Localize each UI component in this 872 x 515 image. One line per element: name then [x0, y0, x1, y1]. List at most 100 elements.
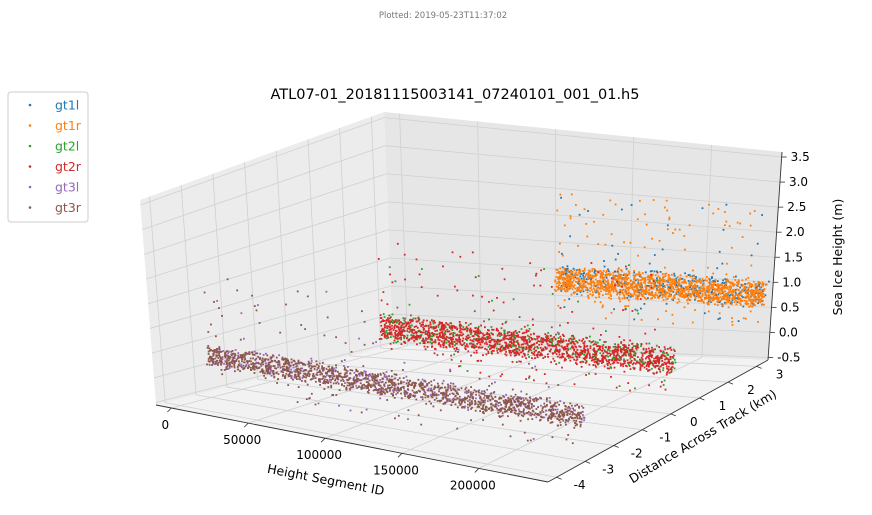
point-gt1r	[715, 292, 717, 295]
point-gt2l	[593, 355, 596, 357]
point-gt1r	[607, 285, 610, 288]
point-gt2r	[441, 324, 444, 327]
point-gt3r	[219, 361, 221, 363]
point-gt2l	[437, 326, 440, 328]
point-gt1r	[633, 293, 636, 295]
point-gt1r	[589, 270, 592, 273]
point-gt1r	[707, 287, 710, 290]
point-gt1r	[758, 295, 761, 298]
point-gt2l	[470, 342, 473, 345]
point-gt2r	[656, 365, 659, 367]
point-gt2r	[533, 342, 536, 345]
point-gt1r	[623, 279, 626, 282]
point-gt1r	[671, 313, 674, 316]
point-gt1r	[594, 278, 597, 281]
point-gt2r	[537, 340, 540, 342]
point-gt2r	[660, 381, 663, 383]
point-gt1r	[735, 299, 737, 302]
point-gt2r	[440, 340, 443, 343]
point-gt1r	[627, 270, 630, 273]
point-gt1r	[608, 289, 611, 292]
point-gt1r	[596, 284, 599, 286]
point-gt1r	[678, 228, 681, 231]
point-gt2r	[563, 353, 565, 355]
point-gt3l	[467, 409, 470, 411]
point-gt3l	[262, 354, 265, 356]
point-gt3r	[468, 401, 471, 404]
point-gt1r	[678, 279, 681, 281]
point-gt2r	[653, 372, 655, 375]
point-gt2r	[545, 382, 548, 385]
point-gt2r	[529, 348, 531, 351]
point-gt2r	[567, 353, 570, 356]
point-gt1l	[687, 280, 690, 282]
point-gt3l	[364, 370, 367, 373]
point-gt2r	[549, 341, 552, 343]
point-gt3r	[264, 377, 267, 380]
point-gt1r	[634, 286, 636, 289]
point-gt1r	[599, 286, 602, 289]
point-gt3r	[407, 388, 409, 391]
point-gt2r	[406, 337, 408, 340]
point-gt1r	[614, 284, 617, 286]
point-gt3r	[552, 415, 555, 417]
point-gt3r	[482, 419, 484, 421]
point-gt2r	[393, 321, 395, 324]
point-gt1r	[559, 267, 562, 270]
point-gt1r	[625, 292, 628, 295]
point-gt2r	[492, 328, 495, 331]
point-gt1r	[741, 236, 744, 238]
point-gt2r	[487, 338, 489, 340]
point-gt2r	[639, 298, 642, 300]
point-gt1r	[662, 299, 665, 301]
point-gt2r	[449, 370, 452, 373]
point-gt2r	[652, 280, 655, 282]
point-gt2r	[383, 320, 385, 322]
point-gt1r	[617, 280, 619, 282]
point-gt2r	[650, 273, 652, 276]
point-gt1r	[706, 285, 709, 288]
point-gt1r	[635, 289, 638, 292]
point-gt3r	[512, 397, 514, 400]
point-gt2r	[550, 334, 552, 337]
point-gt2r	[660, 356, 663, 359]
point-gt3r	[575, 420, 578, 422]
point-gt1r	[569, 217, 572, 220]
point-gt2r	[530, 351, 533, 354]
point-gt1r	[718, 289, 721, 292]
point-gt3r	[502, 399, 505, 402]
point-gt2r	[667, 365, 670, 368]
point-gt2l	[599, 352, 602, 355]
point-gt1l	[644, 271, 647, 274]
point-gt1l	[757, 298, 759, 301]
grid-z-left-3	[149, 257, 390, 329]
point-gt2l	[409, 324, 411, 327]
point-gt2r	[659, 349, 662, 352]
point-gt1r	[579, 284, 581, 286]
point-gt2r	[473, 351, 476, 354]
point-gt1r	[713, 297, 716, 300]
point-gt1r	[749, 283, 752, 285]
point-gt3r	[230, 365, 233, 368]
point-gt2r	[499, 350, 502, 352]
point-gt3r	[533, 400, 536, 403]
point-gt2r	[451, 327, 454, 330]
point-gt3l	[369, 374, 372, 377]
point-gt1l	[717, 318, 720, 320]
point-gt1r	[717, 299, 720, 301]
point-gt1r	[662, 288, 665, 291]
point-gt3r	[281, 375, 284, 377]
point-gt2l	[477, 325, 480, 328]
point-gt2r	[668, 360, 670, 363]
point-gt1r	[643, 297, 646, 299]
point-gt1r	[692, 290, 694, 293]
point-gt2l	[435, 333, 437, 336]
point-gt2r	[445, 338, 448, 340]
point-gt1r	[672, 232, 674, 234]
point-gt2r	[377, 258, 380, 260]
point-gt2r	[495, 329, 498, 332]
point-gt1r	[649, 278, 651, 280]
point-gt2l	[566, 347, 569, 350]
grid-z-left-6	[144, 173, 387, 255]
point-gt1l	[661, 248, 664, 251]
